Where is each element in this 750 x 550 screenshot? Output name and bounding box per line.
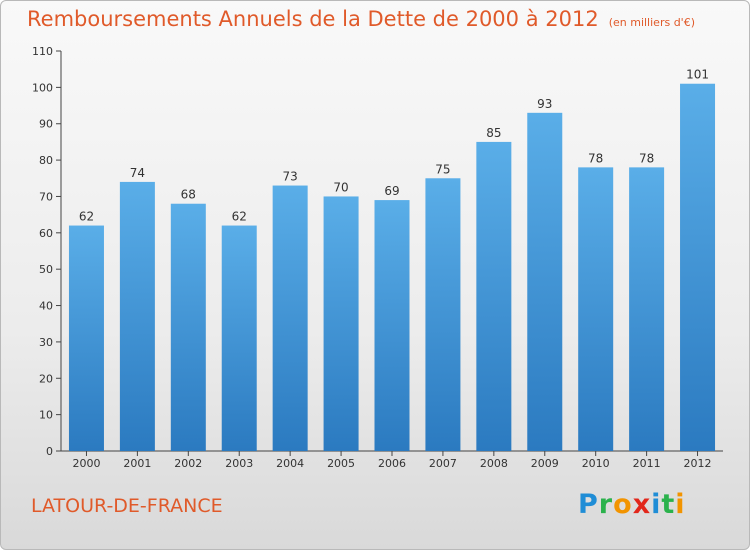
bar — [170, 203, 206, 451]
bar-value-label: 73 — [283, 170, 298, 184]
logo-letter: P — [578, 489, 599, 520]
bar — [119, 181, 155, 451]
logo-letter: x — [632, 489, 652, 520]
bar — [221, 225, 257, 451]
bar-value-label: 68 — [181, 188, 196, 202]
y-tick-label: 90 — [39, 118, 53, 131]
y-tick-label: 30 — [39, 336, 53, 349]
bar — [680, 83, 716, 452]
x-tick-label: 2004 — [276, 457, 304, 470]
bar-chart: 0 10 20 30 40 50 60 70 80 90 100 110 62 2000 74 2001 68 2… — [32, 45, 723, 470]
bar — [374, 200, 410, 451]
logo-letter: i — [651, 489, 662, 520]
bar-value-label: 74 — [130, 166, 145, 180]
bar-value-label: 62 — [232, 210, 247, 224]
logo-letter: r — [598, 489, 614, 520]
x-tick-label: 2007 — [429, 457, 457, 470]
chart-unit: (en milliers d'€) — [608, 16, 695, 29]
logo-letter: o — [613, 489, 633, 520]
chart-title: Remboursements Annuels de la Dette de 20… — [27, 7, 599, 31]
logo-letter: t — [661, 489, 676, 520]
bar-value-label: 69 — [384, 184, 399, 198]
chart-title-block: Remboursements Annuels de la Dette de 20… — [27, 7, 695, 31]
y-tick-label: 60 — [39, 227, 53, 240]
x-tick-label: 2002 — [174, 457, 202, 470]
bar-value-label: 75 — [435, 162, 450, 176]
bar-value-label: 101 — [686, 68, 709, 82]
x-tick-label: 2006 — [378, 457, 406, 470]
bar-value-label: 70 — [333, 180, 348, 194]
bar — [527, 112, 563, 452]
bar — [323, 196, 359, 451]
bar — [272, 185, 308, 451]
bar — [68, 225, 104, 451]
bar — [476, 141, 512, 451]
x-tick-label: 2009 — [531, 457, 559, 470]
x-tick-label: 2012 — [684, 457, 712, 470]
bar — [578, 167, 614, 451]
x-tick-label: 2011 — [633, 457, 661, 470]
x-tick-label: 2003 — [225, 457, 253, 470]
bar-value-label: 62 — [79, 210, 94, 224]
y-tick-label: 100 — [32, 81, 53, 94]
bar-value-label: 85 — [486, 126, 501, 140]
bar — [629, 167, 665, 451]
y-tick-label: 70 — [39, 190, 53, 203]
x-tick-label: 2005 — [327, 457, 355, 470]
proxiti-logo: Proxiti — [578, 489, 686, 520]
y-tick-label: 80 — [39, 154, 53, 167]
bar-value-label: 78 — [639, 151, 654, 165]
x-tick-label: 2008 — [480, 457, 508, 470]
x-tick-label: 2000 — [72, 457, 100, 470]
y-tick-label: 50 — [39, 263, 53, 276]
y-tick-label: 0 — [46, 445, 53, 458]
logo-letter: i — [675, 489, 686, 520]
x-tick-label: 2001 — [123, 457, 151, 470]
bar-value-label: 93 — [537, 97, 552, 111]
y-tick-label: 110 — [32, 45, 53, 58]
y-tick-label: 40 — [39, 300, 53, 313]
bar — [425, 178, 461, 452]
y-tick-label: 20 — [39, 372, 53, 385]
x-tick-label: 2010 — [582, 457, 610, 470]
bar-value-label: 78 — [588, 151, 603, 165]
y-tick-label: 10 — [39, 409, 53, 422]
commune-name: LATOUR-DE-FRANCE — [31, 495, 223, 517]
